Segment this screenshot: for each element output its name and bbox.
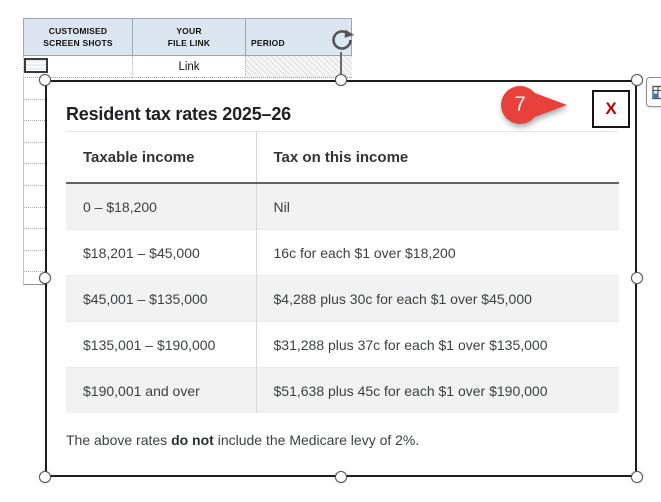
header-line: SCREEN SHOTS [43,38,113,48]
arrow-pin-icon [501,86,567,124]
table-tool-button[interactable] [646,77,661,107]
annotation-number: 7 [514,93,526,116]
sheet-row[interactable] [24,186,45,208]
screenshot-cell[interactable] [23,56,132,78]
sheet-row[interactable] [24,100,45,122]
link-text[interactable]: Link [178,60,200,73]
sheet-row[interactable] [24,121,45,143]
header-line: YOUR [176,26,202,36]
tax-amount: 16c for each $1 over $18,200 [255,229,619,276]
sheet-row[interactable] [24,208,45,230]
tax-amount: Nil [255,182,619,230]
income-bracket: $18,201 – $45,000 [66,229,256,276]
table-row: 0 – $18,200 Nil [66,182,619,230]
file-link-cell[interactable]: Link [132,56,245,78]
selection-handle-bottom-center[interactable] [335,471,347,483]
table-icon [652,85,661,99]
income-bracket: $190,001 and over [66,367,256,413]
selection-handle-middle-left[interactable] [39,272,51,284]
col-header-tax-on-income: Tax on this income [255,131,619,184]
medicare-levy-note: The above rates do not include the Medic… [66,432,419,448]
selection-handle-bottom-right[interactable] [631,471,643,483]
sheet-row[interactable] [24,229,45,251]
selection-handle-top-center[interactable] [335,74,347,86]
callout-pin: 7 [496,84,574,130]
screenshot-thumbnail[interactable] [24,58,48,73]
sheet-row[interactable] [24,164,45,186]
sheet-rows-strip [23,78,45,285]
table-row: $45,001 – $135,000 $4,288 plus 30c for e… [66,275,619,322]
table-row: $190,001 and over $51,638 plus 45c for e… [66,367,619,413]
selection-handle-top-left[interactable] [39,74,51,86]
note-bold-text: do not [171,432,214,448]
tax-rates-image-object[interactable]: Resident tax rates 2025–26 7 X Taxable i… [45,80,637,477]
header-line: CUSTOMISED [48,26,108,36]
income-bracket: 0 – $18,200 [66,182,256,230]
rotation-handle-stem [340,52,342,79]
close-button[interactable]: X [592,90,630,128]
sheet-row[interactable] [24,143,45,165]
tax-amount: $31,288 plus 37c for each $1 over $135,0… [255,321,619,368]
table-row: $18,201 – $45,000 16c for each $1 over $… [66,229,619,276]
rotate-handle-icon[interactable] [329,27,355,53]
close-icon: X [605,99,617,118]
popup-title: Resident tax rates 2025–26 [66,104,291,124]
selection-handle-bottom-left[interactable] [39,471,51,483]
period-cell[interactable] [245,56,352,78]
selection-handle-top-right[interactable] [631,74,643,86]
sheet-row-2: Link [23,56,352,78]
income-bracket: $45,001 – $135,000 [66,275,256,322]
table-header-row: Taxable income Tax on this income [66,131,619,184]
col-header-taxable-income: Taxable income [66,131,256,184]
header-line: FILE LINK [167,38,211,48]
sheet-header-your-file-link[interactable]: YOUR FILE LINK [132,18,245,56]
note-text: include the Medicare levy of 2%. [213,432,420,448]
tax-amount: $4,288 plus 30c for each $1 over $45,000 [255,275,619,322]
sheet-row[interactable] [24,78,45,100]
tax-amount: $51,638 plus 45c for each $1 over $190,0… [255,367,619,413]
income-bracket: $135,001 – $190,000 [66,321,256,368]
sheet-header-row: CUSTOMISED SCREEN SHOTS YOUR FILE LINK P… [23,18,352,56]
sheet-header-customised-screenshots[interactable]: CUSTOMISED SCREEN SHOTS [23,18,132,56]
table-row: $135,001 – $190,000 $31,288 plus 37c for… [66,321,619,368]
note-text: The above rates [66,432,172,448]
selection-handle-middle-right[interactable] [631,272,643,284]
sheet-row[interactable] [24,251,45,273]
tax-rates-table: Taxable income Tax on this income 0 – $1… [66,131,619,413]
header-line: PERIOD [251,38,285,48]
